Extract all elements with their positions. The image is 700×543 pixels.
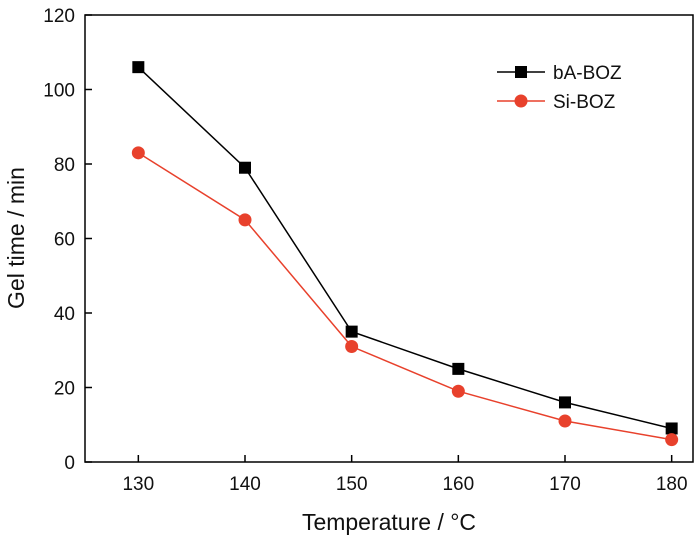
data-point — [665, 433, 679, 447]
y-axis-title: Gel time / min — [3, 167, 29, 309]
series-line-Si-BOZ — [137, 152, 672, 441]
x-tick-label: 140 — [229, 474, 261, 495]
data-point — [451, 384, 465, 398]
data-point — [665, 422, 678, 435]
legend-marker — [514, 94, 528, 108]
legend-label: Si-BOZ — [553, 92, 616, 113]
y-tick-label: 100 — [43, 81, 75, 102]
x-tick-label: 170 — [549, 474, 581, 495]
data-point — [452, 362, 465, 375]
y-tick-label: 80 — [54, 155, 75, 176]
data-point — [132, 61, 145, 74]
y-tick-label: 20 — [54, 379, 75, 400]
x-axis-title: Temperature / °C — [302, 509, 476, 535]
y-tick-label: 60 — [54, 230, 75, 251]
y-tick-label: 120 — [43, 6, 75, 27]
y-tick-label: 0 — [64, 453, 75, 474]
data-point — [558, 414, 572, 428]
x-tick-label: 180 — [656, 474, 688, 495]
x-tick-label: 160 — [442, 474, 474, 495]
x-tick-label: 150 — [336, 474, 368, 495]
legend: bA-BOZ Si-BOZ — [497, 63, 622, 113]
y-tick-label: 40 — [54, 304, 75, 325]
x-tick-label: 130 — [122, 474, 154, 495]
data-point — [345, 340, 359, 354]
data-point — [559, 396, 571, 409]
data-point — [131, 146, 145, 160]
legend-label: bA-BOZ — [553, 63, 622, 84]
series-line-bA-BOZ — [137, 66, 672, 430]
legend-marker — [515, 66, 527, 78]
data-point — [345, 325, 358, 338]
data-point — [239, 161, 251, 174]
data-point — [238, 213, 252, 227]
